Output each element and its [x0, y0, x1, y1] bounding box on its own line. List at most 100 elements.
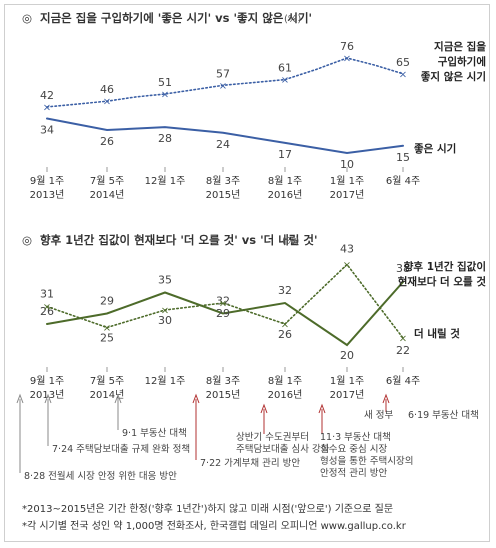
chart1-x-tick-label: 12월 1주: [145, 175, 186, 187]
chart1-series-0-data-label: 51: [158, 76, 172, 89]
event-label: 새 정부: [364, 410, 393, 421]
chart1-series-0-data-label: 61: [278, 62, 292, 75]
footnote-2: *각 시기별 전국 성인 약 1,000명 전화조사, 한국갤럽 데일리 오피니…: [22, 520, 407, 532]
chart1-bad-label-1: 지금은 집을: [434, 40, 486, 53]
event-label: 6·19 부동산 대책: [408, 410, 479, 421]
chart1-series-1-data-label: 17: [278, 148, 292, 161]
chart2-series-0-data-label: 32: [278, 284, 292, 297]
chart1-series-1-data-label: 15: [396, 151, 410, 164]
chart1-series-0-marker: ×: [281, 75, 289, 86]
chart1-series-1-data-label: 26: [100, 135, 114, 148]
chart1-series-0-marker: ×: [399, 69, 407, 80]
chart1-x-tick-label: 8월 1주: [268, 175, 302, 187]
chart2-x-tick-label: 12월 1주: [145, 375, 186, 387]
chart2-x-year-label: 2015년: [206, 389, 241, 401]
chart2-up-label-2: 현재보다 더 오를 것: [398, 275, 487, 288]
chart1-good-label: 좋은 시기: [414, 142, 456, 155]
chart2-x-year-label: 2017년: [330, 389, 365, 401]
chart1-series-1-data-label: 34: [40, 123, 54, 136]
chart1-series-0-marker: ×: [219, 81, 227, 92]
chart2-unit: (%): [282, 236, 299, 247]
chart2-series-1-marker: ×: [43, 302, 51, 313]
event-annotations: 8·28 전월세 시장 안정 위한 대응 방안 7·24 주택담보대출 규제 완화…: [16, 393, 479, 482]
chart2-series-1-marker: ×: [399, 334, 407, 345]
chart1-x-tick-label: 8월 3주: [206, 175, 240, 187]
event-label: 형성을 통한 주택시장의: [320, 456, 413, 467]
chart2-series-0-data-label: 35: [158, 274, 172, 287]
chart2-title: 향후 1년간 집값이 현재보다 '더 오를 것' vs '더 내릴 것': [40, 233, 317, 247]
chart2-series-1-marker: ×: [219, 299, 227, 310]
chart2-series-1-data-label: 30: [158, 314, 172, 327]
chart2-series-1-data-label: 26: [278, 328, 292, 341]
chart1-unit: (%): [284, 14, 301, 25]
chart2-series-1-marker: ×: [281, 320, 289, 331]
event-label: 실수요 중심 시장: [320, 444, 387, 455]
chart1-title: 지금은 집을 구입하기에 '좋은 시기' vs '좋지 않은 시기': [40, 11, 312, 25]
chart1-series-0-line: [46, 57, 404, 108]
chart2-x-tick-label: 8월 3주: [206, 375, 240, 387]
event-arrow-head: [382, 393, 390, 404]
chart1-series-0-marker: ×: [161, 89, 169, 100]
chart1-series-0-marker: ×: [343, 54, 351, 65]
event-arrow-head: [114, 393, 122, 404]
chart1-series-0-marker: ×: [103, 97, 111, 108]
event-label: 상반기 수도권부터: [236, 431, 309, 443]
event-label: 8·28 전월세 시장 안정 위한 대응 방안: [24, 470, 177, 482]
event-arrow-head: [260, 403, 268, 414]
chart2-series-1-data-label: 25: [100, 332, 114, 345]
chart1-series-0-marker: ×: [43, 102, 51, 113]
chart2-series-0-data-label: 20: [340, 349, 354, 362]
chart2-series-1-data-label: 43: [340, 243, 354, 256]
chart2-x-tick-label: 6월 4주: [386, 375, 420, 387]
chart1-x-tick-label: 7월 5주: [90, 175, 124, 187]
chart2-series-1-line: [46, 263, 404, 339]
chart1-x-tick-label: 6월 4주: [386, 175, 420, 187]
chart1-series-0-data-label: 46: [100, 83, 114, 96]
chart2-x-year-label: 2013년: [30, 389, 65, 401]
chart2-title-marker: ◎: [22, 233, 32, 247]
chart1-x-year-label: 2014년: [90, 189, 125, 201]
event-label: 주택담보대출 심사 강화: [236, 443, 330, 455]
footnote-1: *2013~2015년은 기간 한정('향후 1년간')하지 않고 미래 시점(…: [22, 502, 393, 515]
event-label: 7·24 주택담보대출 규제 완화 정책: [52, 443, 190, 455]
chart2-x-year-label: 2016년: [268, 389, 303, 401]
chart1-x-year-label: 2015년: [206, 189, 241, 201]
event-label: 안정적 관리 방안: [320, 467, 387, 479]
chart2-series-1-data-label: 22: [396, 344, 410, 357]
chart1-series-1-line: [46, 117, 404, 155]
chart2-series-1-marker: ×: [103, 323, 111, 334]
chart2-series-0-line: [46, 281, 404, 347]
event-arrow-head: [44, 393, 52, 404]
chart1-series-0-data-label: 42: [40, 89, 54, 102]
chart1-series-0-data-label: 76: [340, 40, 354, 53]
chart1-x-tick-label: 1월 1주: [330, 175, 364, 187]
chart2-up-label-1: 향후 1년간 집값이: [404, 260, 486, 273]
chart2-series-1-marker: ×: [343, 260, 351, 271]
chart2-series-0-data-label: 29: [100, 295, 114, 308]
chart2-series-1-data-label: 29: [216, 307, 230, 320]
event-label: 9·1 부동산 대책: [122, 428, 187, 439]
chart1-x-year-label: 2017년: [330, 189, 365, 201]
chart2-x-tick-label: 7월 5주: [90, 375, 124, 387]
chart1-series-0-data-label: 57: [216, 67, 230, 80]
event-arrow-head: [318, 403, 326, 414]
chart1-x-year-label: 2016년: [268, 189, 303, 201]
chart1-series-1-data-label: 24: [216, 138, 230, 151]
chart2-x-tick-label: 8월 1주: [268, 375, 302, 387]
chart2-series-1-data-label: 31: [40, 288, 54, 301]
chart2-x-tick-label: 9월 1주: [30, 375, 64, 387]
chart1-series-0-data-label: 65: [396, 56, 410, 69]
chart2-x-year-label: 2014년: [90, 389, 125, 401]
event-arrow-head: [16, 393, 24, 404]
chart2-series-1-marker: ×: [161, 306, 169, 317]
chart1-x-tick-label: 9월 1주: [30, 175, 64, 187]
chart1-title-marker: ◎: [22, 11, 32, 25]
event-label: 11·3 부동산 대책: [320, 432, 391, 443]
chart1-series-1-data-label: 28: [158, 132, 172, 145]
chart1-series-1-data-label: 10: [340, 158, 354, 171]
chart1-x-year-label: 2013년: [30, 189, 65, 201]
chart1-bad-label-3: 좋지 않은 시기: [421, 70, 486, 83]
